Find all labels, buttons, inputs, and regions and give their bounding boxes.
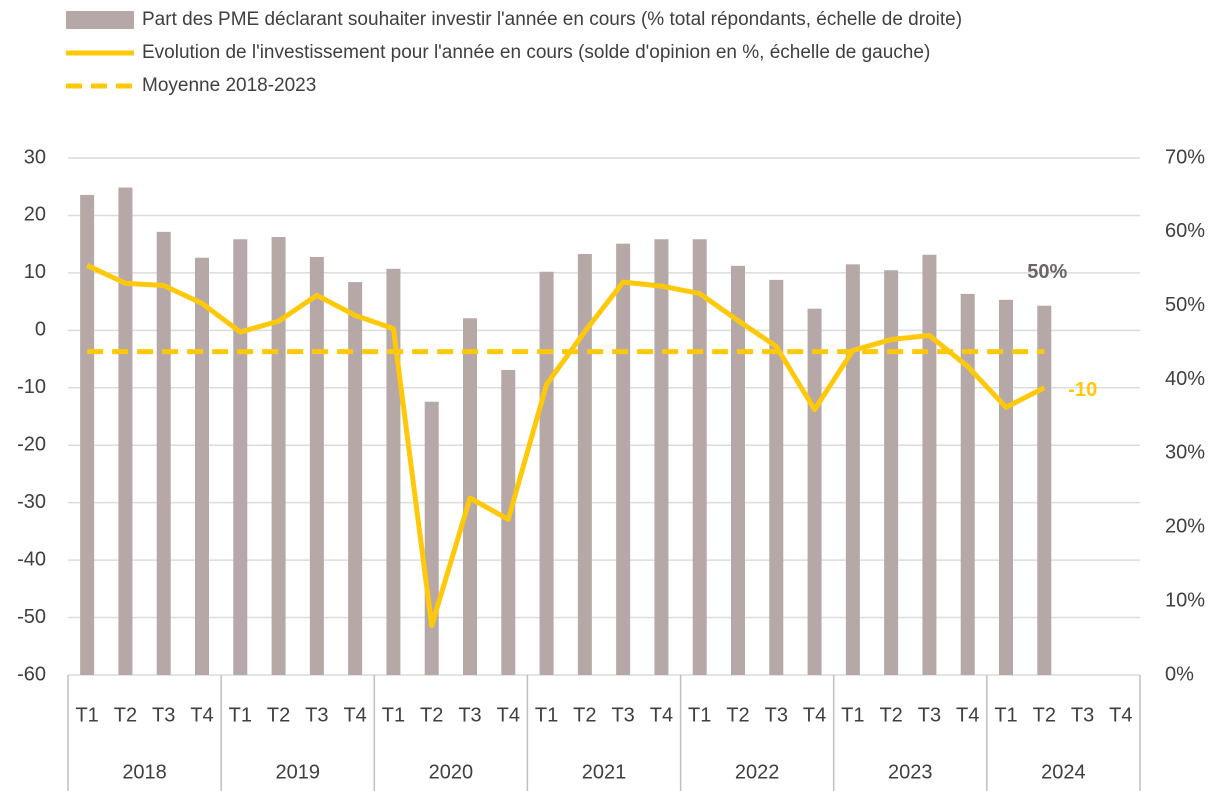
x-tick-label: T4	[343, 704, 366, 726]
year-label: 2019	[275, 761, 320, 783]
year-label: 2020	[429, 761, 474, 783]
legend-label: Part des PME déclarant souhaiter investi…	[142, 9, 962, 30]
year-label: 2018	[122, 761, 167, 783]
bar	[118, 187, 133, 676]
x-tick-label: T2	[114, 704, 137, 726]
x-tick-label: T4	[190, 704, 213, 726]
y-tick-label: 20	[24, 204, 46, 226]
x-tick-label: T1	[688, 704, 711, 726]
line-value-label: -10	[1068, 379, 1097, 401]
x-tick-label: T4	[803, 704, 826, 726]
x-tick-label: T3	[918, 704, 941, 726]
bar	[1037, 305, 1052, 675]
y-tick-label: 0	[35, 319, 46, 341]
x-tick-label: T3	[305, 704, 328, 726]
bar	[999, 299, 1013, 675]
x-tick-label: T3	[611, 704, 634, 726]
y-tick-label: -60	[17, 663, 46, 685]
y2-tick-label: 0%	[1165, 663, 1194, 685]
y-tick-label: 10	[24, 261, 46, 283]
bar	[271, 237, 286, 675]
y-tick-label: -30	[17, 491, 46, 513]
year-label: 2023	[888, 761, 933, 783]
y-tick-label: -20	[17, 434, 46, 456]
x-tick-label: T1	[75, 704, 98, 726]
x-tick-label: T2	[573, 704, 596, 726]
bar	[692, 239, 707, 675]
bar	[424, 401, 439, 675]
y2-tick-label: 60%	[1165, 220, 1205, 242]
y2-tick-label: 50%	[1165, 294, 1205, 316]
y2-tick-label: 20%	[1165, 516, 1205, 538]
bar	[348, 282, 363, 675]
x-tick-label: T3	[765, 704, 788, 726]
legend-label: Evolution de l'investissement pour l'ann…	[142, 42, 930, 63]
x-tick-label: T2	[726, 704, 749, 726]
y-tick-label: -10	[17, 376, 46, 398]
x-tick-label: T2	[879, 704, 902, 726]
bar	[539, 271, 554, 675]
legend-label: Moyenne 2018-2023	[142, 75, 316, 96]
bar	[731, 265, 745, 675]
x-tick-label: T4	[497, 704, 520, 726]
x-tick-label: T2	[1033, 704, 1056, 726]
bar	[309, 256, 324, 675]
x-tick-label: T4	[956, 704, 979, 726]
bar	[80, 194, 95, 675]
bar	[769, 279, 784, 675]
x-tick-label: T3	[458, 704, 481, 726]
x-tick-label: T1	[535, 704, 558, 726]
y-tick-label: 30	[24, 146, 46, 168]
year-label: 2022	[735, 761, 780, 783]
x-tick-label: T3	[1071, 704, 1094, 726]
bar	[845, 264, 860, 675]
bar	[156, 231, 171, 675]
bar	[577, 254, 592, 675]
bar	[501, 369, 516, 675]
year-label: 2024	[1041, 761, 1086, 783]
bar	[922, 254, 937, 675]
x-tick-label: T1	[841, 704, 864, 726]
bar-value-label: 50%	[1027, 261, 1067, 283]
x-tick-label: T4	[1109, 704, 1132, 726]
bar	[807, 308, 822, 675]
x-tick-label: T1	[229, 704, 252, 726]
y-tick-label: -50	[17, 606, 46, 628]
line	[86, 263, 1046, 629]
bar	[233, 239, 248, 675]
bar	[195, 257, 209, 675]
year-label: 2021	[582, 761, 627, 783]
x-tick-label: T3	[152, 704, 175, 726]
bar	[616, 243, 631, 675]
bar	[654, 239, 669, 675]
y2-tick-label: 40%	[1165, 368, 1205, 390]
x-tick-label: T1	[382, 704, 405, 726]
x-tick-label: T4	[650, 704, 673, 726]
y2-tick-label: 30%	[1165, 442, 1205, 464]
legend-swatch	[66, 11, 134, 29]
x-tick-label: T1	[994, 704, 1017, 726]
x-tick-label: T2	[420, 704, 443, 726]
y-tick-label: -40	[17, 548, 46, 570]
y2-tick-label: 70%	[1165, 146, 1205, 168]
bar	[884, 270, 899, 675]
bar	[960, 293, 975, 675]
x-tick-label: T2	[267, 704, 290, 726]
y2-tick-label: 10%	[1165, 589, 1205, 611]
